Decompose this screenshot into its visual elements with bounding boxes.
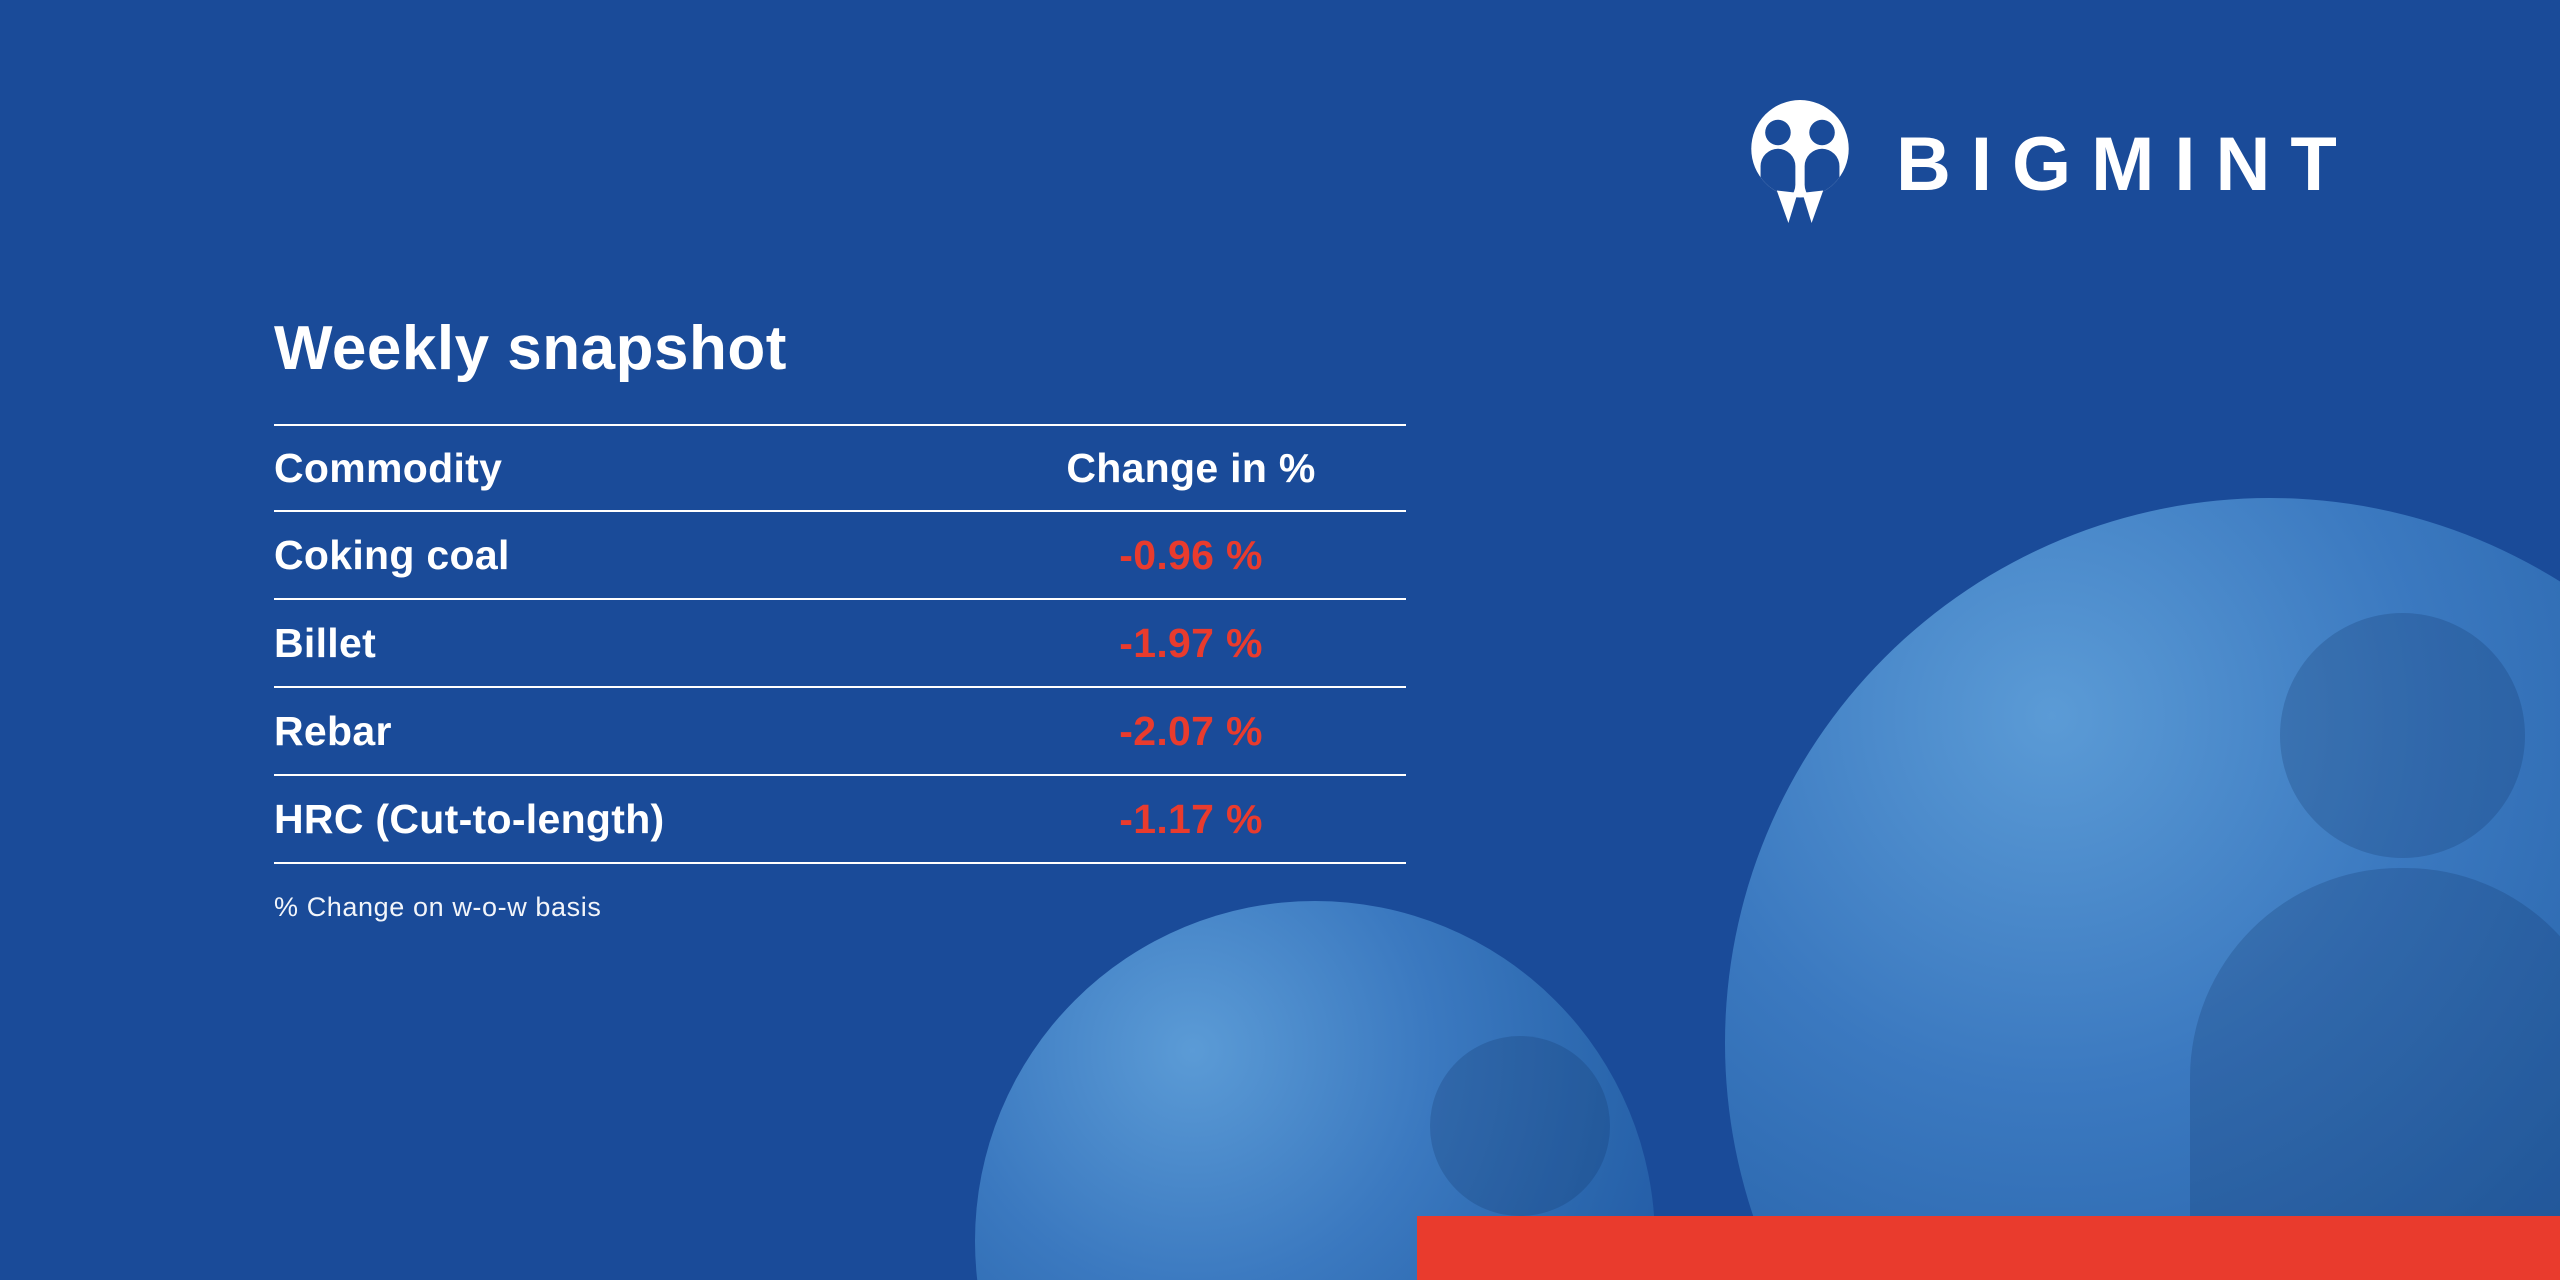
commodity-cell: Coking coal — [274, 531, 510, 578]
commodity-cell: Rebar — [274, 707, 392, 754]
table-row: Coking coal -0.96 % — [274, 512, 1406, 600]
accent-bar — [1417, 1216, 2560, 1280]
bigmint-logo-icon — [1742, 100, 1858, 223]
table-row: Rebar -2.07 % — [274, 688, 1406, 776]
table-row: Billet -1.97 % — [274, 600, 1406, 688]
weekly-snapshot-panel: Weekly snapshot Commodity Change in % Co… — [274, 318, 1406, 923]
commodity-column-header: Commodity — [274, 444, 503, 491]
commodity-cell: Billet — [274, 619, 377, 666]
change-column-header: Change in % — [1066, 444, 1316, 491]
brand-logo: BIGMINT — [1742, 100, 2357, 223]
commodity-table: Commodity Change in % Coking coal -0.96 … — [274, 424, 1406, 864]
change-cell: -0.96 % — [1119, 531, 1263, 578]
change-cell: -1.17 % — [1119, 795, 1263, 842]
change-cell: -1.97 % — [1119, 619, 1263, 666]
table-row: HRC (Cut-to-length) -1.17 % — [274, 776, 1406, 864]
commodity-cell: HRC (Cut-to-length) — [274, 795, 665, 842]
footnote: % Change on w-o-w basis — [274, 892, 602, 922]
decor-figure-head — [2280, 613, 2525, 858]
brand-wordmark: BIGMINT — [1896, 121, 2357, 207]
decor-figure-head — [1430, 1036, 1610, 1216]
decor-circle-large — [1725, 498, 2560, 1280]
page-title: Weekly snapshot — [274, 314, 787, 383]
decor-figure-body — [2190, 868, 2560, 1280]
table-header-row: Commodity Change in % — [274, 424, 1406, 512]
change-cell: -2.07 % — [1119, 707, 1263, 754]
